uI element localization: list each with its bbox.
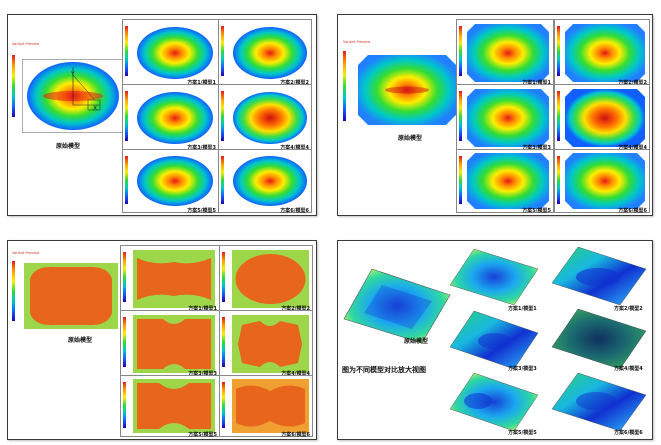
- color-legend-bar: [343, 51, 346, 121]
- caption-m5: 方案5/模型5: [188, 432, 217, 438]
- caption-m6: 方案6/模型6: [618, 208, 647, 214]
- comparison-note: 图为不同模型对比放大视图: [342, 366, 426, 374]
- deformed-plate-4: [551, 308, 647, 370]
- subplot-3: 方案3/模型3: [456, 84, 554, 151]
- subplot-5: 方案5/模型5: [120, 375, 220, 438]
- caption-m4: 方案4/模型4: [614, 366, 643, 372]
- panel-title: Variant Preview: [343, 40, 371, 44]
- caption-m6: 方案6/模型6: [281, 432, 310, 438]
- axis-label-x: X: [93, 105, 98, 112]
- subplot-2: 方案2/模型2: [554, 19, 650, 86]
- caption-m6: 方案6/模型6: [280, 208, 309, 214]
- caption-m2: 方案2/模型2: [281, 306, 310, 312]
- caption-m5: 方案5/模型5: [522, 208, 551, 214]
- caption-m3: 方案3/模型3: [187, 145, 216, 151]
- subplot-5: 方案5/模型5: [122, 149, 219, 214]
- panel-title: Variant Preview: [12, 42, 40, 46]
- caption-m2: 方案2/模型2: [280, 80, 309, 86]
- main-contour-plot: [358, 55, 456, 125]
- caption-m5: 方案5/模型5: [187, 208, 216, 214]
- caption-m1: 方案1/模型1: [188, 306, 217, 312]
- subplot-5: 方案5/模型5: [456, 149, 554, 214]
- caption-m2: 方案2/模型2: [618, 80, 647, 86]
- caption-main: 原始模型: [404, 338, 429, 345]
- axis-label-y: Y: [71, 71, 75, 78]
- subplot-1: 方案1/模型1: [120, 245, 220, 312]
- deformed-plate-5: [449, 372, 539, 432]
- caption-m6: 方案6/模型6: [614, 430, 643, 436]
- caption-m1: 方案1/模型1: [522, 80, 551, 86]
- caption-m4: 方案4/模型4: [280, 145, 309, 151]
- subplot-4: 方案4/模型4: [218, 84, 312, 151]
- subplot-6: 方案6/模型6: [219, 375, 313, 438]
- panel-title: Variant Preview: [12, 251, 40, 255]
- panel-top-left: Variant Preview Y X 原始模型 方案1/模型1 方案2/模型2…: [7, 14, 317, 216]
- panel-top-right: Variant Preview 原始模型 方案1/模型1 方案2/模型2 方案3…: [337, 14, 653, 216]
- color-legend-bar: [12, 55, 15, 117]
- deformed-plate-2: [551, 246, 647, 306]
- subplot-2: 方案2/模型2: [218, 19, 312, 86]
- caption-m3: 方案3/模型3: [188, 371, 217, 377]
- subplot-3: 方案3/模型3: [122, 84, 219, 151]
- caption-main: 原始模型: [68, 337, 93, 344]
- panel-bottom-left: Variant Preview 原始模型 方案1/模型1 方案2/模型2 方案3…: [7, 240, 317, 440]
- caption-m4: 方案4/模型4: [618, 145, 647, 151]
- caption-main: 原始模型: [56, 143, 81, 150]
- subplot-1: 方案1/模型1: [456, 19, 554, 86]
- caption-m2: 方案2/模型2: [614, 306, 643, 312]
- caption-m1: 方案1/模型1: [187, 80, 216, 86]
- main-deformed-plate: [343, 268, 451, 344]
- deformed-plate-3: [449, 310, 539, 370]
- deformed-plate-6: [551, 372, 647, 432]
- panel-bottom-right: 原始模型 方案1/模型1 方案2/模型2 方案3/模型3 方案4/模型4 方案5…: [337, 240, 653, 440]
- subplot-2: 方案2/模型2: [219, 245, 313, 312]
- caption-m4: 方案4/模型4: [281, 371, 310, 377]
- subplot-1: 方案1/模型1: [122, 19, 219, 86]
- caption-main: 原始模型: [398, 135, 423, 142]
- deformed-plate-1: [449, 248, 539, 306]
- caption-m3: 方案3/模型3: [508, 366, 537, 372]
- subplot-6: 方案6/模型6: [218, 149, 312, 214]
- main-plate-plot: [24, 263, 118, 329]
- color-legend-bar: [12, 261, 15, 321]
- subplot-6: 方案6/模型6: [554, 149, 650, 214]
- subplot-4: 方案4/模型4: [554, 84, 650, 151]
- subplot-4: 方案4/模型4: [219, 310, 313, 377]
- subplot-3: 方案3/模型3: [120, 310, 220, 377]
- caption-m1: 方案1/模型1: [508, 306, 537, 312]
- caption-m5: 方案5/模型5: [508, 430, 537, 436]
- caption-m3: 方案3/模型3: [522, 145, 551, 151]
- main-contour-plot: [22, 59, 124, 133]
